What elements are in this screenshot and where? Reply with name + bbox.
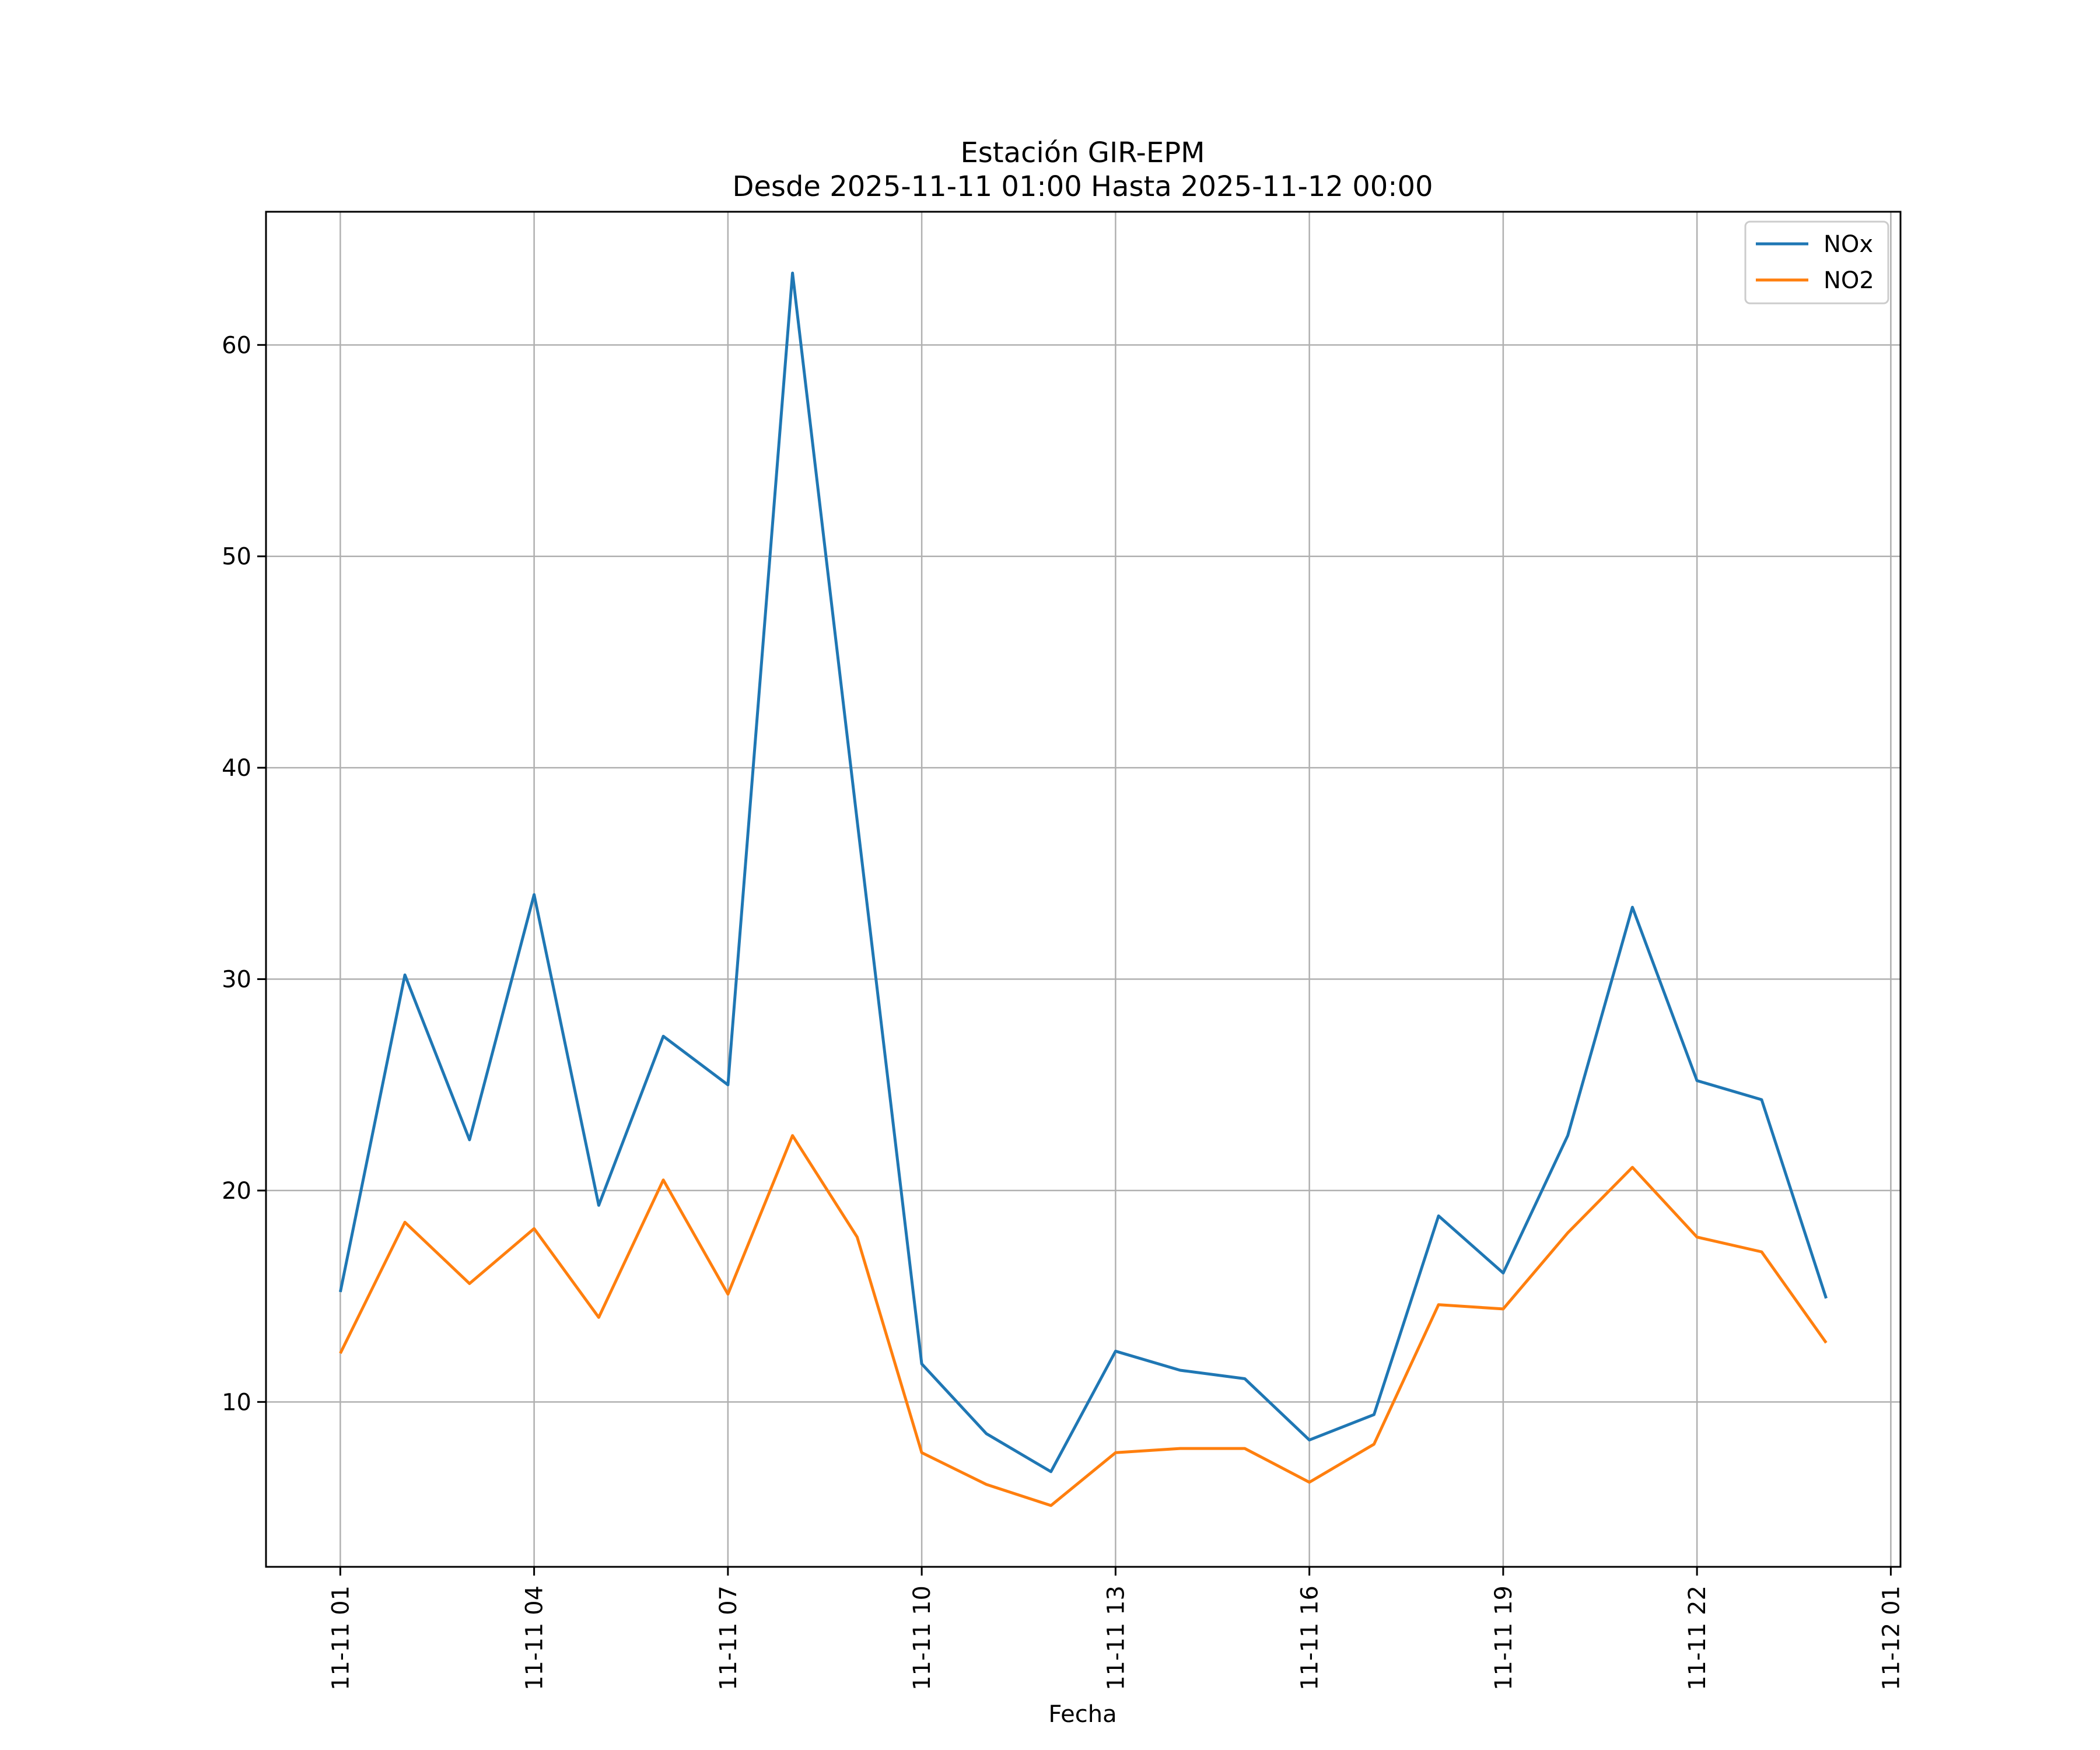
y-tick-label: 30 xyxy=(222,967,251,993)
x-axis-label: Fecha xyxy=(1048,1701,1116,1728)
chart-subtitle: Desde 2025-11-11 01:00 Hasta 2025-11-12 … xyxy=(732,170,1433,203)
plot-frame xyxy=(265,211,1902,1568)
y-tick-label: 50 xyxy=(222,544,251,570)
x-tick-label: 11-11 13 xyxy=(1102,1586,1129,1690)
series-lines xyxy=(338,271,1828,1507)
series-line-no2 xyxy=(339,1134,1828,1507)
x-tick-label: 11-12 01 xyxy=(1878,1586,1905,1690)
y-axis-ticks: 10 20 30 40 50 60 xyxy=(222,332,266,1416)
x-tick-label: 11-11 10 xyxy=(909,1586,936,1690)
x-tick-label: 11-11 01 xyxy=(327,1586,354,1690)
legend: NOx NO2 xyxy=(1744,220,1889,304)
legend-label-no2: NO2 xyxy=(1824,267,1874,294)
y-tick-label: 10 xyxy=(222,1389,251,1416)
x-tick-label: 11-11 07 xyxy=(715,1586,742,1690)
x-tick-label: 11-11 22 xyxy=(1684,1586,1711,1690)
x-tick-label: 11-11 04 xyxy=(522,1586,548,1690)
legend-box xyxy=(1744,220,1889,304)
legend-label-nox: NOx xyxy=(1824,231,1873,258)
x-tick-label: 11-11 19 xyxy=(1490,1586,1517,1690)
y-tick-label: 20 xyxy=(222,1178,251,1205)
series-line-nox xyxy=(338,271,1828,1474)
y-tick-label: 40 xyxy=(222,755,251,782)
chart-title: Estación GIR-EPM xyxy=(960,136,1205,169)
y-tick-label: 60 xyxy=(222,332,251,359)
x-tick-label: 11-11 16 xyxy=(1297,1586,1324,1690)
grid xyxy=(266,212,1901,1567)
x-axis-ticks: 11-11 01 11-11 04 11-11 07 11-11 10 11-11 13… xyxy=(327,1567,1905,1690)
